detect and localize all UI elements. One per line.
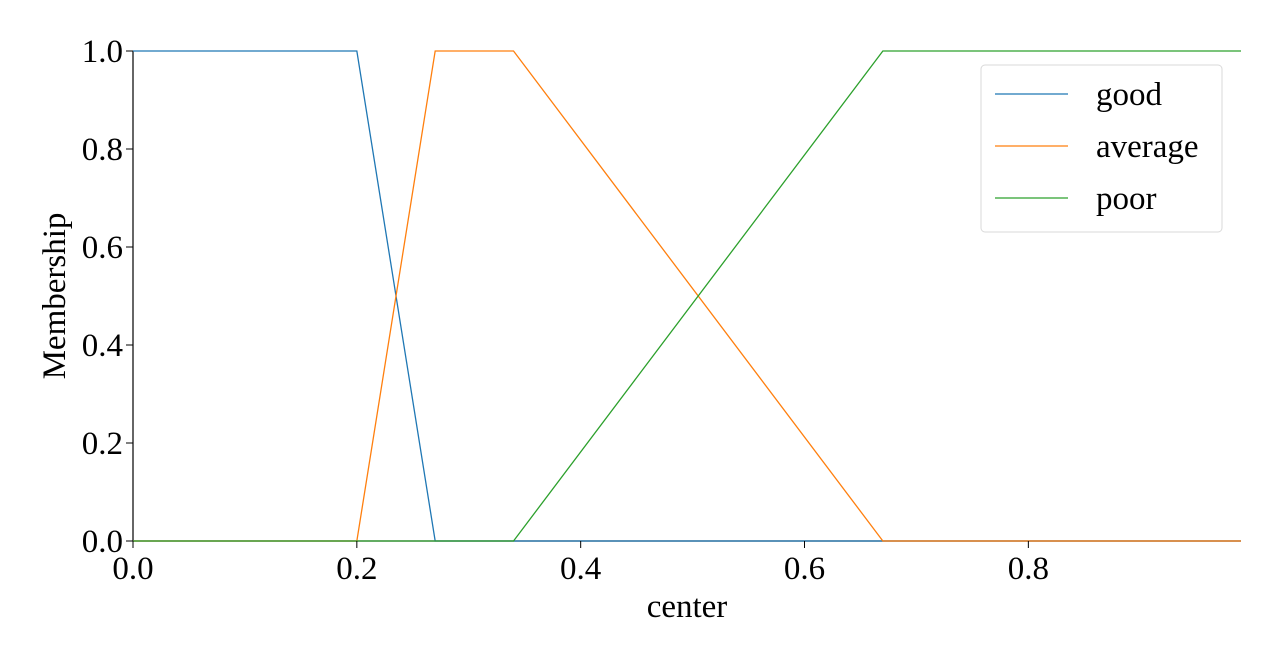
series-lines <box>133 50 1241 542</box>
series-line-poor <box>133 50 1241 542</box>
y-tick-label: 0.6 <box>82 230 123 266</box>
legend-label-good: good <box>1096 77 1163 113</box>
legend-frame <box>980 64 1223 233</box>
y-tick-label: 0.8 <box>82 132 123 168</box>
legend-label-poor: poor <box>1096 181 1157 217</box>
x-tick-label: 0.8 <box>1008 551 1049 587</box>
x-axis-label: center <box>647 589 728 625</box>
axis-ticks: 0.0 0.2 0.4 0.6 0.8 0.0 0.2 0.4 0.6 0.8 1.0 <box>82 34 1049 587</box>
x-tick-label: 0.6 <box>784 551 825 587</box>
x-tick-label: 0.2 <box>336 551 377 587</box>
x-tick-label: 0.4 <box>560 551 601 587</box>
y-axis-label: Membership <box>37 213 73 380</box>
y-tick-label: 1.0 <box>82 34 123 70</box>
legend: good average poor <box>980 64 1223 233</box>
y-tick-label: 0.2 <box>82 426 123 462</box>
x-tick-label: 0.0 <box>112 551 153 587</box>
y-tick-label: 0.0 <box>82 524 123 560</box>
legend-label-average: average <box>1096 129 1199 165</box>
y-tick-label: 0.4 <box>82 328 123 364</box>
